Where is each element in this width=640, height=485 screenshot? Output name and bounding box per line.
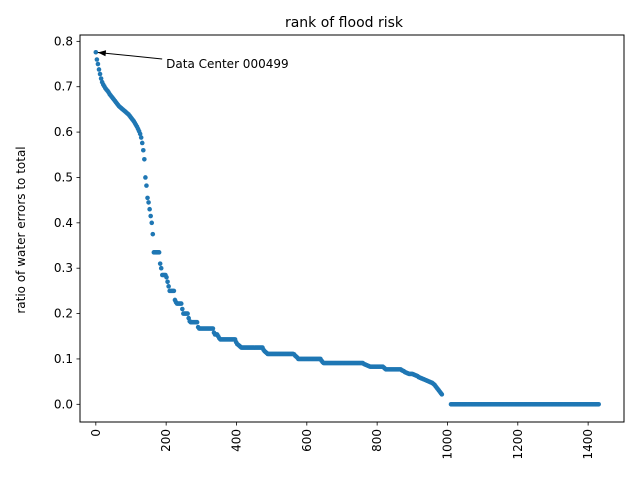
data-point [139, 140, 145, 146]
data-point [157, 261, 163, 266]
scatter-points [93, 49, 601, 407]
data-point [145, 195, 150, 201]
y-tick-label: 0.0 [54, 397, 73, 411]
data-point [143, 175, 148, 180]
annotation: Data Center 000499 [97, 50, 289, 71]
data-point [147, 206, 152, 212]
x-tick-label: 400 [229, 429, 243, 452]
data-point [98, 76, 104, 81]
data-point [158, 265, 164, 271]
data-point [95, 61, 101, 67]
data-point [96, 67, 102, 72]
data-point [439, 392, 445, 397]
data-point [138, 135, 144, 140]
y-tick-label: 0.8 [54, 34, 73, 48]
plot-frame [79, 34, 625, 423]
data-point [93, 49, 99, 55]
data-point [194, 319, 200, 325]
data-point [178, 301, 184, 306]
x-tick-label: 1400 [581, 429, 595, 460]
x-tick-label: 200 [159, 429, 173, 452]
data-point [150, 231, 156, 237]
annotation-arrow-head [97, 50, 107, 57]
data-point [210, 326, 216, 331]
data-point [165, 279, 170, 285]
data-point [596, 402, 601, 407]
data-point [148, 213, 153, 219]
data-point [141, 147, 146, 153]
x-tick-label: 600 [300, 429, 314, 452]
y-tick-label: 0.2 [54, 307, 73, 321]
x-tick-label: 800 [370, 429, 384, 452]
data-point [164, 274, 169, 280]
y-tick-label: 0.3 [54, 261, 73, 275]
data-point [156, 250, 162, 255]
y-tick-label: 0.7 [54, 80, 73, 94]
data-point [94, 57, 100, 62]
data-point [166, 284, 171, 289]
chart-title: rank of flood risk [285, 15, 404, 31]
y-tick-label: 0.4 [54, 216, 73, 230]
x-tick-label: 1000 [440, 429, 454, 460]
x-tick-label: 1200 [511, 429, 525, 460]
y-tick-label: 0.6 [54, 125, 73, 139]
y-tick-label: 0.1 [54, 352, 73, 366]
data-point [171, 288, 177, 294]
x-tick-label: 0 [89, 429, 103, 437]
data-point [142, 157, 147, 162]
data-point [97, 71, 103, 77]
axis-ticks: 0 200 400 600 800 1000 1200 1400 0.0 0.1 0.2 0.3 0.4… [54, 34, 595, 459]
data-point [146, 200, 151, 205]
data-point [144, 183, 149, 188]
annotation-arrow-line [97, 51, 163, 60]
data-point [149, 220, 155, 226]
data-point [137, 131, 143, 137]
data-point [180, 306, 185, 312]
y-axis-label: ratio of water errors to total [14, 146, 28, 313]
annotation-label: Data Center 000499 [166, 57, 288, 71]
y-tick-label: 0.5 [54, 170, 73, 184]
data-point [185, 311, 190, 316]
